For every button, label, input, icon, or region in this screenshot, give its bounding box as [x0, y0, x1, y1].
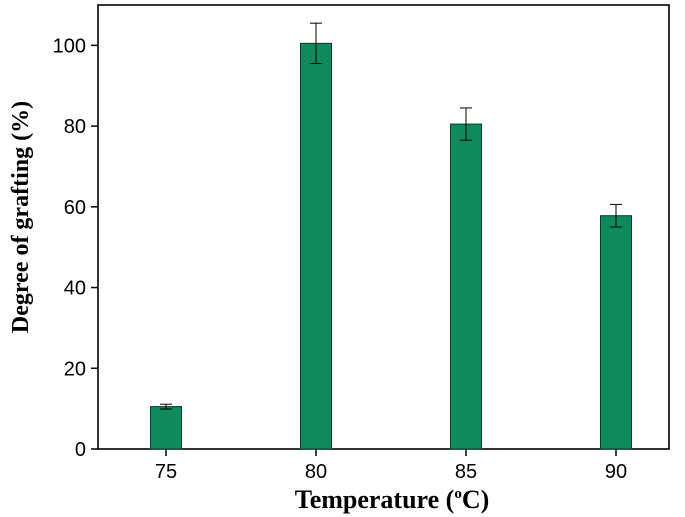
bar-90 — [600, 215, 632, 450]
x-axis-title-main: Temperature ( — [295, 485, 455, 514]
y-tick-label: 100 — [53, 35, 86, 57]
bar-80 — [300, 42, 332, 450]
plot-area-border — [97, 4, 670, 450]
y-tick-label: 60 — [64, 197, 86, 219]
error-bars — [160, 22, 622, 410]
x-tick-label: 80 — [305, 461, 327, 483]
y-axis-ticks: 0 20 40 60 80 100 — [53, 35, 98, 461]
y-tick-label: 0 — [75, 439, 86, 461]
y-axis-title: Degree of grafting (%) — [8, 101, 34, 333]
bar-85 — [450, 123, 482, 450]
y-tick-label: 40 — [64, 278, 86, 300]
bar-series — [150, 42, 632, 450]
x-axis-title-superscript: o — [454, 486, 462, 502]
x-axis-title-unit: C) — [462, 485, 489, 514]
y-tick-label: 20 — [64, 358, 86, 380]
x-tick-label: 85 — [455, 461, 477, 483]
plot-frame — [97, 4, 670, 450]
x-axis-title: Temperature (oC) — [295, 485, 490, 514]
bar-75 — [150, 406, 182, 450]
x-tick-label: 90 — [605, 461, 627, 483]
x-tick-label: 75 — [155, 461, 177, 483]
error-bar-75 — [160, 403, 172, 410]
x-axis-ticks: 75 80 85 90 — [155, 449, 627, 483]
error-bar-85 — [460, 107, 472, 141]
error-bar-90 — [610, 203, 622, 228]
error-bar-80 — [310, 22, 322, 65]
y-tick-label: 80 — [64, 116, 86, 138]
